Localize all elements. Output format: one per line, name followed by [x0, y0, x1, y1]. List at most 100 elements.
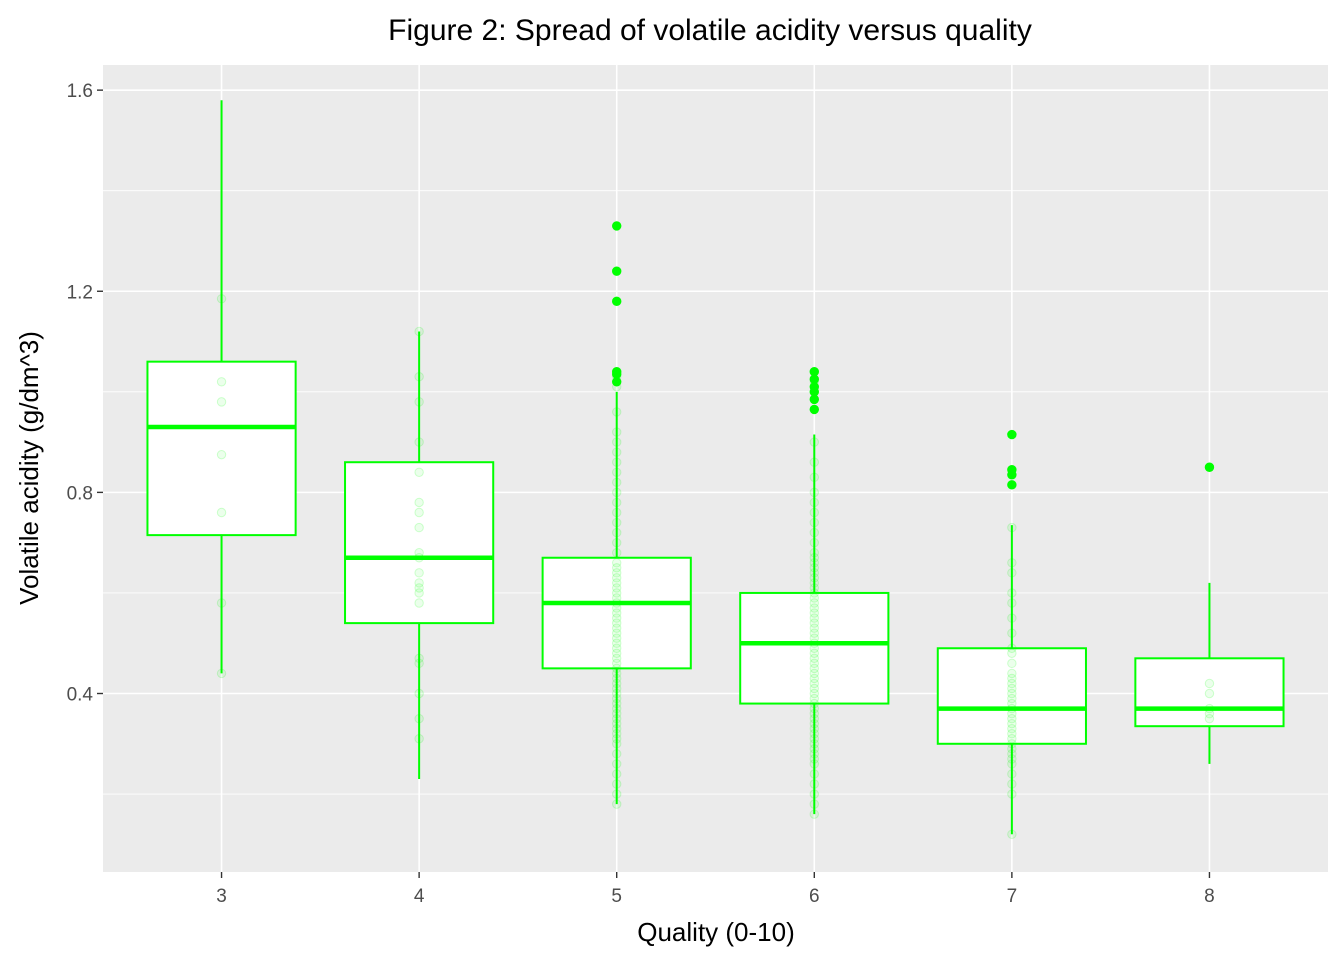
observation-point [414, 578, 424, 588]
observation-point [809, 568, 819, 578]
observation-point [1007, 683, 1017, 694]
observation-point [1007, 789, 1017, 799]
observation-point [1204, 703, 1215, 714]
observation-point [1007, 429, 1017, 440]
observation-point [1007, 713, 1017, 724]
observation-point [414, 553, 424, 563]
observation-point [612, 603, 622, 613]
observation-point [612, 507, 622, 518]
observation-point [612, 457, 622, 467]
observation-point [1007, 588, 1017, 598]
observation-point [809, 598, 819, 608]
observation-point [612, 583, 622, 593]
observation-point [612, 759, 622, 769]
observation-point [612, 703, 622, 714]
observation-point [612, 668, 622, 679]
observation-point [612, 638, 622, 648]
observation-point [809, 517, 819, 528]
observation-point [809, 387, 819, 397]
observation-point [612, 377, 622, 387]
chart-title: Figure 2: Spread of volatile acidity ver… [388, 14, 1032, 47]
box-quality-8 [1134, 462, 1285, 764]
box-iqr [541, 556, 692, 670]
jitter-points-layer [216, 221, 1215, 839]
observation-point [612, 633, 622, 643]
observation-point [612, 673, 622, 684]
x-tick-label: 7 [1007, 886, 1018, 907]
observation-point [612, 593, 622, 603]
observation-point [1007, 749, 1017, 759]
observation-point [414, 372, 424, 382]
observation-point [612, 613, 622, 623]
observation-point [414, 653, 424, 664]
observation-point [1007, 470, 1017, 480]
x-tick-label: 4 [414, 886, 425, 907]
observation-point [1007, 734, 1017, 744]
observation-point [414, 598, 424, 608]
box-iqr [1134, 657, 1285, 728]
observation-point [1007, 648, 1017, 658]
observation-point [612, 517, 622, 528]
box-quality-4 [344, 331, 495, 779]
outlier-point [612, 367, 622, 377]
observation-point [414, 734, 424, 744]
observation-point [612, 573, 622, 583]
observation-point [809, 394, 819, 405]
observation-point [809, 578, 819, 588]
observation-point [414, 497, 424, 508]
observation-point [1007, 673, 1017, 684]
observation-point [1007, 718, 1017, 729]
observation-point [612, 683, 622, 694]
observation-point [809, 563, 819, 573]
outlier-point [1007, 429, 1017, 440]
observation-point [1007, 693, 1017, 704]
observation-point [1204, 713, 1215, 724]
observation-point [809, 673, 819, 684]
observation-point [809, 693, 819, 704]
y-tick-label: 0.4 [67, 685, 94, 706]
observation-point [612, 658, 622, 669]
observation-point [809, 643, 819, 653]
observation-point [612, 537, 622, 548]
observation-point [1007, 613, 1017, 623]
observation-point [1007, 628, 1017, 638]
outlier-point [809, 404, 819, 415]
x-axis: 3 4 5 6 7 8 [216, 872, 1215, 907]
observation-point [1007, 759, 1017, 769]
x-tick-label: 6 [809, 886, 820, 907]
observation-point [612, 407, 622, 417]
observation-point [612, 678, 622, 689]
observation-point [809, 713, 819, 724]
observation-point [1007, 568, 1017, 578]
observation-point [1007, 754, 1017, 764]
observation-point [612, 623, 622, 633]
box-iqr [344, 461, 495, 625]
observation-point [612, 779, 622, 789]
observation-point [809, 698, 819, 709]
observation-point [809, 754, 819, 764]
outlier-point [809, 367, 819, 377]
observation-point [809, 623, 819, 633]
observation-point [809, 809, 819, 819]
observation-point [216, 449, 227, 460]
observation-point [216, 668, 227, 679]
observation-point [809, 367, 819, 377]
observation-point [1204, 678, 1215, 689]
observation-point [612, 708, 622, 719]
observation-point [612, 598, 622, 608]
observation-point [809, 688, 819, 699]
observation-point [809, 668, 819, 679]
observation-point [1007, 724, 1017, 734]
observation-point [809, 703, 819, 714]
observation-point [414, 688, 424, 699]
observation-point [1007, 522, 1017, 533]
observation-point [612, 698, 622, 709]
observation-point [612, 568, 622, 578]
observation-point [809, 608, 819, 618]
observation-point [414, 467, 424, 477]
observation-point [612, 663, 622, 674]
observation-point [612, 729, 622, 739]
observation-point [809, 377, 819, 387]
observation-point [809, 718, 819, 729]
observation-point [612, 789, 622, 799]
